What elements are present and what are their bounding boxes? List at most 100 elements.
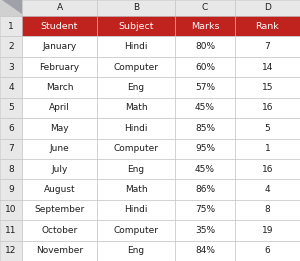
Bar xyxy=(0,159,22,179)
Text: 60%: 60% xyxy=(195,63,215,72)
Bar xyxy=(0,241,22,261)
Text: 57%: 57% xyxy=(195,83,215,92)
Bar xyxy=(22,16,97,37)
Text: June: June xyxy=(50,144,69,153)
Text: 4: 4 xyxy=(8,83,14,92)
Text: Hindi: Hindi xyxy=(124,42,148,51)
Text: 3: 3 xyxy=(8,63,14,72)
Text: April: April xyxy=(49,103,70,112)
Bar xyxy=(175,98,235,118)
Text: 6: 6 xyxy=(8,124,14,133)
Bar xyxy=(0,37,22,57)
Text: 15: 15 xyxy=(262,83,273,92)
Text: 1: 1 xyxy=(8,22,14,31)
Text: September: September xyxy=(34,205,85,215)
Bar xyxy=(97,220,175,241)
Text: C: C xyxy=(202,3,208,13)
Text: 35%: 35% xyxy=(195,226,215,235)
Bar xyxy=(235,200,300,220)
Text: 1: 1 xyxy=(265,144,270,153)
Text: 11: 11 xyxy=(5,226,17,235)
Bar xyxy=(235,57,300,77)
Text: 7: 7 xyxy=(8,144,14,153)
Text: 19: 19 xyxy=(262,226,273,235)
Bar xyxy=(175,200,235,220)
Text: November: November xyxy=(36,246,83,255)
Bar xyxy=(0,118,22,139)
Bar xyxy=(175,179,235,200)
Text: 86%: 86% xyxy=(195,185,215,194)
Bar xyxy=(175,16,235,37)
Bar xyxy=(22,118,97,139)
Text: 95%: 95% xyxy=(195,144,215,153)
Text: 9: 9 xyxy=(8,185,14,194)
Bar xyxy=(235,98,300,118)
Text: 80%: 80% xyxy=(195,42,215,51)
Text: 75%: 75% xyxy=(195,205,215,215)
Bar xyxy=(235,0,300,16)
Text: February: February xyxy=(39,63,80,72)
Bar xyxy=(0,16,22,37)
Bar xyxy=(22,0,97,16)
Bar xyxy=(0,77,22,98)
Polygon shape xyxy=(2,0,22,14)
Text: 12: 12 xyxy=(5,246,17,255)
Bar xyxy=(97,16,175,37)
Text: Math: Math xyxy=(125,185,147,194)
Bar xyxy=(0,0,22,16)
Bar xyxy=(22,37,97,57)
Text: Student: Student xyxy=(41,22,78,31)
Text: B: B xyxy=(133,3,139,13)
Text: October: October xyxy=(41,226,78,235)
Bar xyxy=(175,118,235,139)
Text: Computer: Computer xyxy=(113,144,158,153)
Text: Eng: Eng xyxy=(128,83,145,92)
Bar xyxy=(97,118,175,139)
Bar xyxy=(0,57,22,77)
Bar xyxy=(175,241,235,261)
Text: 7: 7 xyxy=(265,42,270,51)
Bar xyxy=(97,139,175,159)
Text: 14: 14 xyxy=(262,63,273,72)
Text: 16: 16 xyxy=(262,165,273,174)
Text: March: March xyxy=(46,83,73,92)
Bar xyxy=(235,220,300,241)
Text: August: August xyxy=(44,185,75,194)
Text: 45%: 45% xyxy=(195,103,215,112)
Text: Subject: Subject xyxy=(118,22,154,31)
Text: 2: 2 xyxy=(8,42,14,51)
Bar xyxy=(97,0,175,16)
Bar xyxy=(97,98,175,118)
Bar xyxy=(235,241,300,261)
Text: 8: 8 xyxy=(265,205,270,215)
Bar xyxy=(97,241,175,261)
Bar xyxy=(97,179,175,200)
Text: A: A xyxy=(56,3,63,13)
Text: Math: Math xyxy=(125,103,147,112)
Text: 4: 4 xyxy=(265,185,270,194)
Text: D: D xyxy=(264,3,271,13)
Bar xyxy=(235,77,300,98)
Bar xyxy=(97,57,175,77)
Text: May: May xyxy=(50,124,69,133)
Bar xyxy=(97,200,175,220)
Text: July: July xyxy=(51,165,68,174)
Text: 5: 5 xyxy=(8,103,14,112)
Bar xyxy=(22,57,97,77)
Bar xyxy=(235,159,300,179)
Text: 5: 5 xyxy=(265,124,270,133)
Bar xyxy=(22,139,97,159)
Text: Eng: Eng xyxy=(128,246,145,255)
Bar xyxy=(97,77,175,98)
Bar xyxy=(0,139,22,159)
Bar xyxy=(175,139,235,159)
Text: Hindi: Hindi xyxy=(124,124,148,133)
Text: 85%: 85% xyxy=(195,124,215,133)
Bar xyxy=(175,220,235,241)
Text: Eng: Eng xyxy=(128,165,145,174)
Bar xyxy=(22,98,97,118)
Text: Computer: Computer xyxy=(113,63,158,72)
Bar xyxy=(175,77,235,98)
Bar xyxy=(235,118,300,139)
Bar xyxy=(97,159,175,179)
